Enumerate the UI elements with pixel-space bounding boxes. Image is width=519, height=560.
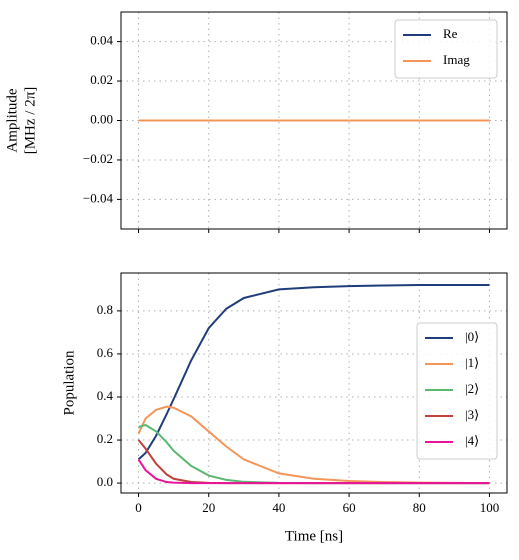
- legend-label: Re: [443, 26, 458, 41]
- y-tick-label: 0.2: [97, 431, 113, 446]
- legend-label: |0⟩: [465, 329, 479, 344]
- y-tick-label: −0.02: [83, 151, 113, 166]
- legend-label: |2⟩: [465, 381, 479, 396]
- x-tick-label: 60: [343, 500, 356, 515]
- y-axis-label: Amplitude: [4, 88, 20, 153]
- legend-label: |3⟩: [465, 407, 479, 422]
- y-tick-label: 0.0: [97, 474, 113, 489]
- y-axis-label: Population: [61, 350, 77, 416]
- axes-frame: [120, 11, 508, 230]
- y-tick-label: 0.00: [90, 111, 113, 126]
- y-axis-label: [MHz / 2π]: [22, 87, 38, 155]
- legend-label: |1⟩: [465, 355, 479, 370]
- y-tick-label: 0.6: [97, 345, 114, 360]
- legend-box: [416, 322, 498, 460]
- y-tick-label: 0.4: [97, 388, 114, 403]
- x-tick-label: 40: [272, 500, 285, 515]
- x-tick-label: 0: [135, 500, 142, 515]
- legend: |0⟩ |1⟩ |2⟩ |3⟩ |4⟩: [416, 322, 498, 460]
- series-line: [137, 284, 490, 461]
- x-tick-label: 80: [413, 500, 426, 515]
- series-line: [137, 458, 490, 485]
- legend-label: |4⟩: [465, 433, 479, 448]
- axes-frame: [120, 272, 508, 494]
- y-tick-label: 0.02: [90, 72, 113, 87]
- x-axis-label: Time [ns]: [285, 528, 343, 544]
- x-tick-label: 100: [480, 500, 500, 515]
- x-tick-label: 20: [202, 500, 215, 515]
- legend: Re Imag: [394, 19, 498, 79]
- y-tick-label: −0.04: [83, 190, 114, 205]
- y-tick-label: 0.8: [97, 302, 113, 317]
- y-tick-label: 0.04: [90, 33, 113, 48]
- legend-label: Imag: [443, 52, 470, 67]
